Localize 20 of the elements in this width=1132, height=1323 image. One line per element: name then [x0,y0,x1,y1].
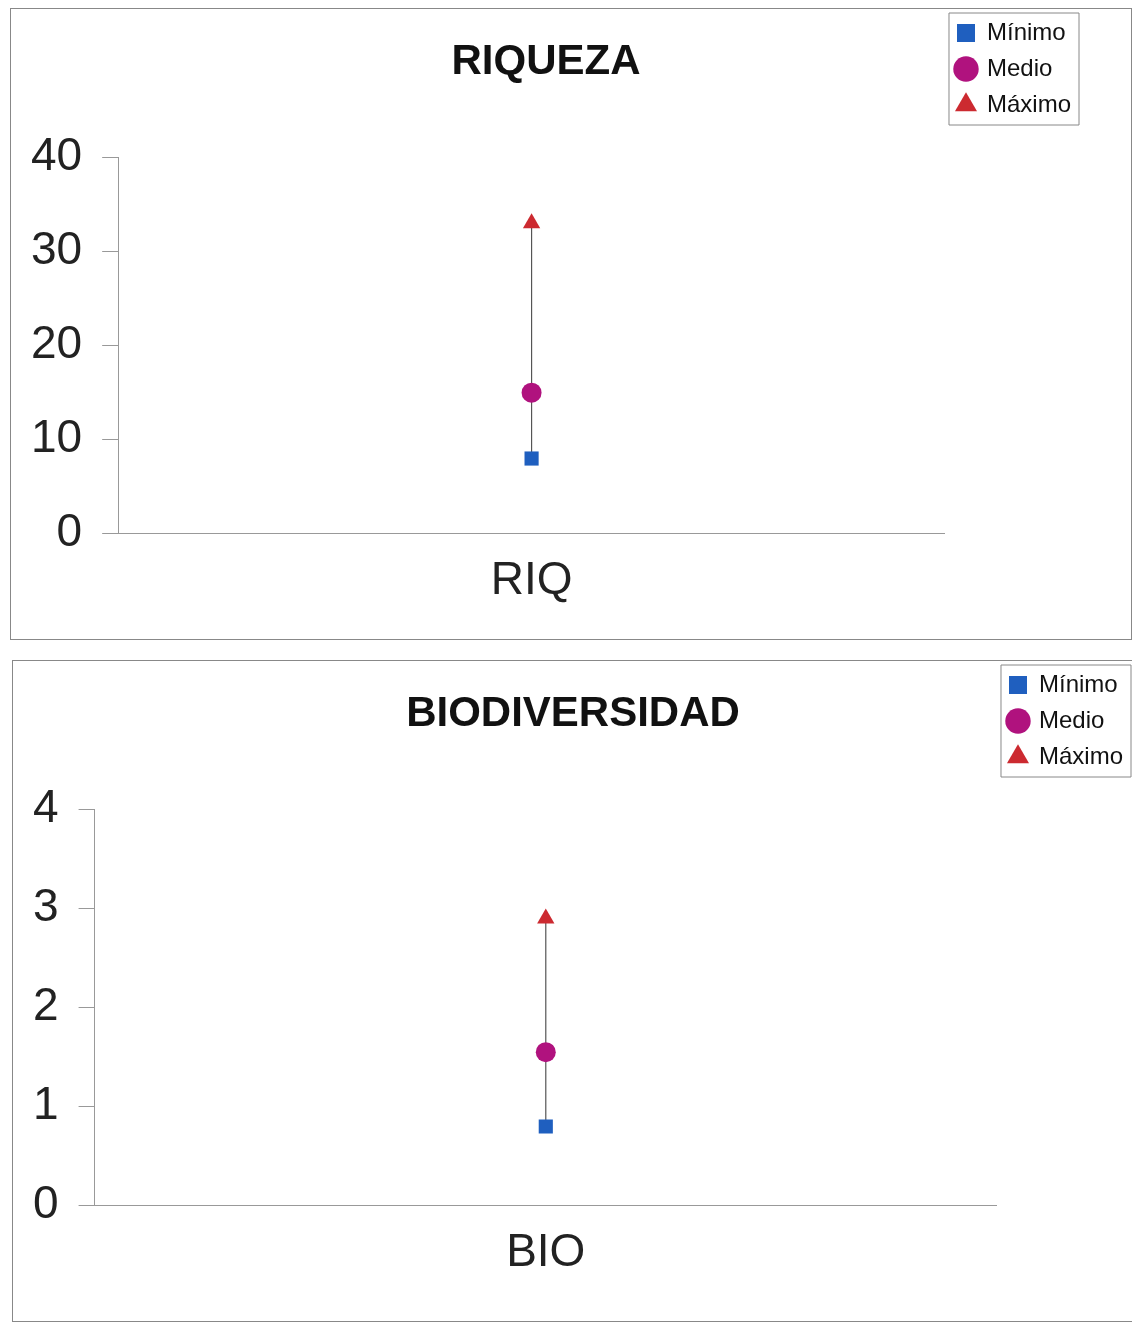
chart-title: RIQUEZA [451,35,641,83]
y-tick-label: 0 [32,1176,59,1229]
x-tick-label: RIQ [490,552,573,605]
y-tick-label: 10 [30,410,83,463]
y-tick-label: 3 [32,879,59,932]
y-tick-label: 30 [30,222,83,275]
y-tick-label: 40 [30,128,83,181]
legend-label: Medio [986,53,1053,81]
legend-label: Máximo [1038,741,1123,769]
y-tick-label: 2 [32,978,59,1031]
y-tick-label: 0 [56,504,83,557]
chart-title: BIODIVERSIDAD [406,687,740,735]
y-tick-label: 4 [32,780,59,833]
x-tick-label: BIO [506,1224,586,1277]
y-tick-label: 1 [32,1077,59,1130]
legend-label: Máximo [986,89,1071,117]
y-tick-label: 20 [30,316,83,369]
legend-label: Mínimo [986,17,1066,45]
legend-label: Medio [1038,705,1105,733]
legend-label: Mínimo [1038,669,1118,697]
